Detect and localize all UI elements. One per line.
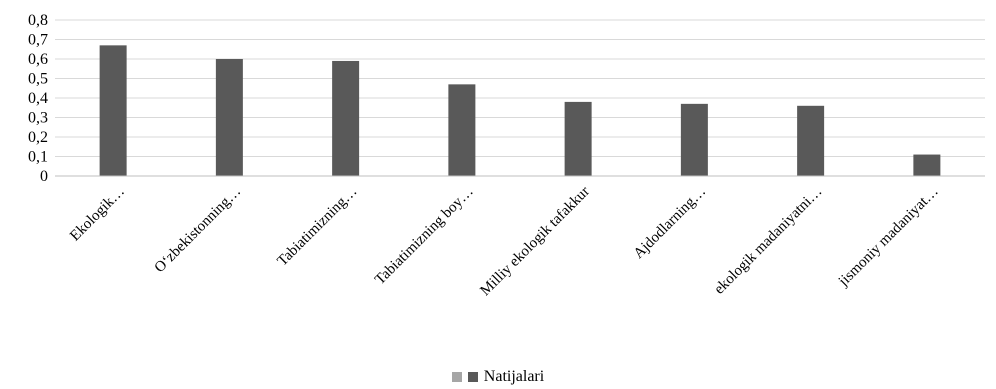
bar bbox=[797, 105, 825, 176]
y-tick-label: 0,7 bbox=[28, 32, 48, 49]
x-category-label: Milliy ekologik tafakkur bbox=[477, 184, 593, 300]
bar bbox=[448, 84, 476, 176]
x-category-label: Ekologik… bbox=[67, 184, 128, 245]
x-category-label: ekologik madaniyatni… bbox=[711, 184, 825, 298]
bar bbox=[913, 154, 941, 176]
legend: Natijalari bbox=[0, 366, 996, 388]
y-tick-label: 0,3 bbox=[28, 110, 48, 127]
y-tick-label: 0,6 bbox=[28, 51, 48, 68]
x-category-label: jismoniy madaniyat… bbox=[835, 184, 942, 291]
y-tick-label: 0,2 bbox=[28, 129, 48, 146]
x-category-label: Ajdodlarning… bbox=[631, 184, 709, 262]
x-category-label: Tabiatimizning… bbox=[274, 184, 360, 270]
y-tick-label: 0,5 bbox=[28, 71, 48, 88]
y-tick-label: 0 bbox=[40, 168, 48, 185]
gridlines bbox=[55, 19, 985, 157]
x-category-label: O‘zbekistonning… bbox=[152, 184, 245, 277]
y-tick-label: 0,8 bbox=[28, 12, 48, 29]
x-axis-category-labels: Ekologik… O‘zbekistonning… Tabiatimizning…… bbox=[67, 184, 942, 300]
y-tick-label: 0,1 bbox=[28, 149, 48, 166]
bar bbox=[680, 103, 708, 176]
legend-label-series-2: Natijalari bbox=[483, 368, 545, 385]
legend-swatch-series-1 bbox=[451, 372, 462, 382]
x-category-label: Tabiatimizning boy… bbox=[372, 184, 477, 289]
bars bbox=[99, 45, 941, 177]
y-axis-tick-labels: 0 0,1 0,2 0,3 0,4 0,5 0,6 0,7 0,8 bbox=[28, 12, 48, 185]
bar bbox=[215, 59, 243, 176]
legend-swatch-series-2 bbox=[467, 372, 478, 382]
bar bbox=[332, 60, 360, 177]
y-tick-label: 0,4 bbox=[28, 90, 48, 107]
bar bbox=[564, 101, 592, 176]
bar bbox=[99, 45, 127, 176]
